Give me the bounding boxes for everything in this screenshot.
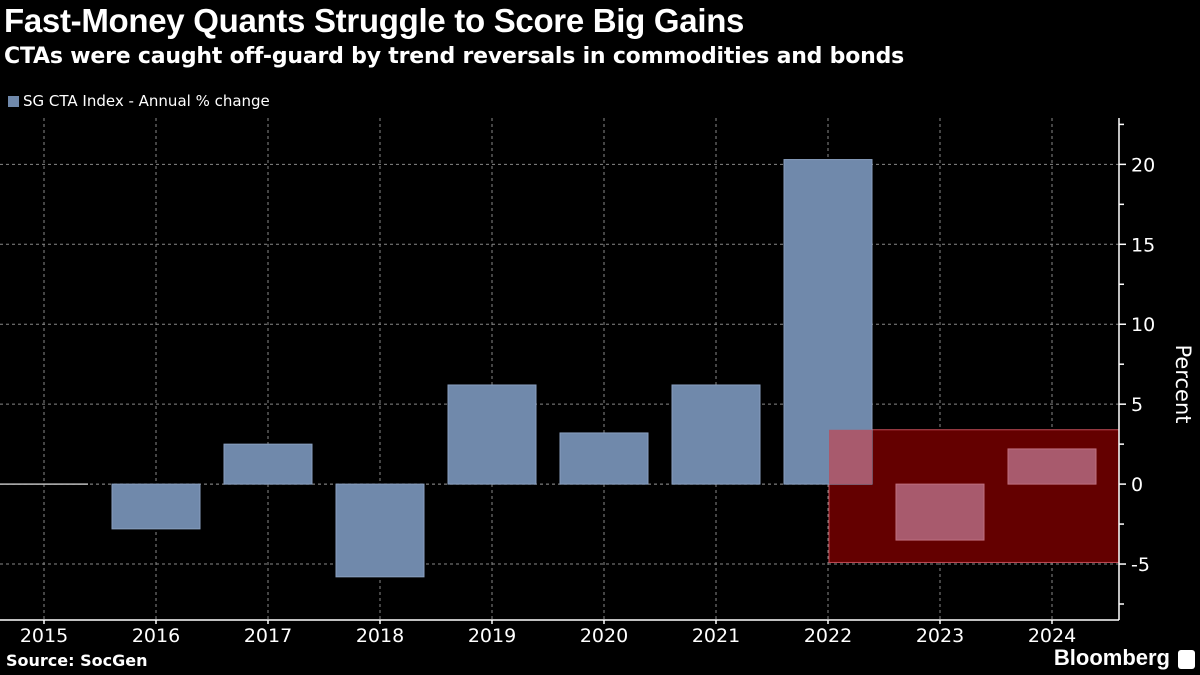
legend-swatch: [8, 95, 19, 107]
bar-2023: [895, 483, 985, 541]
bar-2022-highlighted: [829, 429, 872, 485]
x-tick-label: 2024: [1028, 625, 1076, 647]
chart-subtitle: CTAs were caught off-guard by trend reve…: [4, 44, 905, 69]
bar-2017: [223, 443, 313, 485]
x-tick-label: 2015: [20, 625, 68, 647]
bar-2018: [335, 483, 425, 578]
chart-title: Fast-Money Quants Struggle to Score Big …: [4, 2, 745, 39]
bar-2020: [559, 432, 649, 485]
y-tick-label: 15: [1131, 234, 1155, 256]
x-tick-label: 2018: [356, 625, 404, 647]
x-tick-label: 2016: [132, 625, 180, 647]
y-tick-label: 10: [1131, 314, 1155, 336]
x-tick-label: 2021: [692, 625, 740, 647]
legend-label: SG CTA Index - Annual % change: [23, 92, 270, 110]
x-tick-label: 2023: [916, 625, 964, 647]
x-tick-label: 2019: [468, 625, 516, 647]
bloomberg-chart-icon: [1178, 650, 1195, 669]
y-tick-label: 20: [1131, 154, 1155, 176]
source-note: Source: SocGen: [6, 651, 148, 670]
bar-2019: [447, 384, 537, 485]
bloomberg-logo: Bloomberg: [1053, 645, 1170, 670]
x-tick-label: 2022: [804, 625, 852, 647]
y-tick-label: 5: [1131, 394, 1143, 416]
y-tick-label: -5: [1131, 554, 1150, 576]
bar-2024: [1007, 448, 1097, 485]
bar-2022: [783, 159, 873, 485]
bar-2021: [671, 384, 761, 485]
legend: SG CTA Index - Annual % change: [8, 92, 270, 110]
x-tick-label: 2020: [580, 625, 628, 647]
x-tick-label: 2017: [244, 625, 292, 647]
y-tick-label: 0: [1131, 474, 1143, 496]
y-axis-label: Percent: [1171, 344, 1195, 423]
bar-2016: [111, 483, 201, 530]
